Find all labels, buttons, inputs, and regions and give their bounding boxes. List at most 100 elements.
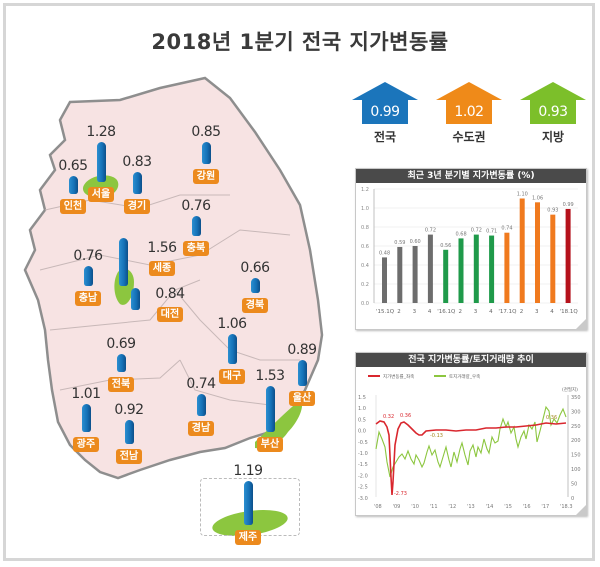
region-label: 전북 [107,377,135,392]
land-price-change-line [375,420,567,496]
bar-icon [250,278,260,293]
svg-text:4: 4 [489,309,493,315]
summary-capital-area: 1.02 수도권 [436,82,502,145]
region-gwangju[interactable]: 1.01 광주 [56,386,116,452]
bar-icon [131,288,140,310]
svg-text:-2.73: -2.73 [394,491,407,497]
svg-text:0.72: 0.72 [471,228,482,234]
svg-text:1.2: 1.2 [361,187,369,193]
svg-text:-2.0: -2.0 [358,473,368,479]
region-busan[interactable]: 1.53 부산 [240,368,300,452]
region-chungnam[interactable]: 0.76 충남 [58,248,118,306]
svg-text:150: 150 [571,453,581,459]
region-value: 0.84 [155,286,185,302]
region-gyeongbuk[interactable]: 0.66 경북 [225,260,285,313]
region-label: 세종 [148,261,176,276]
region-incheon[interactable]: 0.65 인천 [43,158,103,214]
region-gyeonggi[interactable]: 0.83 경기 [107,154,167,214]
svg-text:'11: '11 [430,504,438,510]
svg-text:0.99: 0.99 [563,202,574,208]
svg-text:-0.5: -0.5 [358,440,368,446]
svg-text:지가변동률_좌축: 지가변동률_좌축 [383,373,414,380]
bar-icon [243,481,253,525]
svg-text:1.10: 1.10 [517,192,528,198]
region-jeju[interactable]: 1.19 제주 [218,463,278,545]
svg-text:0.2: 0.2 [361,282,369,288]
bar-icon [68,176,78,194]
svg-text:'16.1Q: '16.1Q [437,309,456,315]
svg-text:1.06: 1.06 [532,195,543,201]
house-roof-icon [352,82,418,100]
page-curl [575,318,587,330]
region-value: 0.69 [106,336,136,352]
region-chungbuk[interactable]: 0.76 충북 [166,198,226,256]
svg-text:'16: '16 [523,504,531,510]
svg-text:4: 4 [550,309,554,315]
region-value: 0.76 [181,198,211,214]
svg-text:-3.0: -3.0 [358,496,368,502]
region-sejong[interactable]: 1.56 세종 [132,240,192,276]
bar-icon [132,172,142,194]
region-value: 1.53 [255,368,285,384]
chart-title: 전국 지가변동률/토지거래량 추이 [356,353,586,367]
region-seoul[interactable]: 1.28 서울 [71,124,131,202]
svg-text:-2.5: -2.5 [358,485,368,491]
region-label: 충남 [74,291,102,306]
bar-icon [297,360,307,386]
svg-text:(천필지): (천필지) [562,386,578,393]
svg-text:0.8: 0.8 [361,225,369,231]
svg-text:1.0: 1.0 [361,206,369,212]
svg-text:2: 2 [397,309,401,315]
bar [550,214,556,303]
region-label: 강원 [192,169,220,184]
region-gangwon[interactable]: 0.85 강원 [176,124,236,184]
region-label: 대구 [218,369,246,384]
svg-text:3: 3 [535,309,539,315]
summary-badges: 0.99 전국 1.02 수도권 0.93 지방 [352,82,588,148]
bar-icon [124,420,134,444]
svg-text:'08: '08 [374,504,382,510]
svg-text:'10: '10 [411,504,419,510]
svg-text:1.0: 1.0 [358,406,366,412]
region-label: 인천 [59,199,87,214]
svg-text:3: 3 [413,309,417,315]
house-roof-icon [436,82,502,100]
svg-text:350: 350 [571,395,581,401]
region-label: 제주 [234,530,262,545]
svg-text:'13: '13 [467,504,475,510]
summary-national: 0.99 전국 [352,82,418,145]
trend-line-chart: 전국 지가변동률/토지거래량 추이 지가변동률_좌축 토지거래량_우축 (천필지… [355,352,587,516]
region-value: 0.92 [114,402,144,418]
svg-text:0.72: 0.72 [425,228,436,234]
line-chart-plot: 지가변동률_좌축 토지거래량_우축 (천필지) 1.5 1.0 0.5 0.0 -0.5… [358,373,581,510]
svg-text:2: 2 [520,309,524,315]
region-value: 0.65 [58,158,88,174]
region-label: 서울 [87,187,115,202]
region-daegu[interactable]: 1.06 대구 [202,316,262,384]
bar [427,234,433,303]
svg-text:'18.1Q: '18.1Q [560,309,579,315]
region-value: 0.74 [186,376,216,392]
region-label: 경북 [241,298,269,313]
bar-icon [96,142,106,182]
bar-icon [191,216,201,236]
svg-text:0.0: 0.0 [358,429,366,435]
region-gyeongnam[interactable]: 0.74 경남 [171,376,231,436]
summary-provinces: 0.93 지방 [520,82,586,145]
bar-icon [201,142,211,164]
svg-text:2: 2 [459,309,463,315]
region-value: 0.89 [287,342,317,358]
svg-text:0.74: 0.74 [501,226,512,232]
svg-text:0.71: 0.71 [486,229,497,235]
svg-text:'15: '15 [504,504,512,510]
region-daejeon[interactable]: 0.84 대전 [140,286,200,322]
region-ulsan[interactable]: 0.89 울산 [272,342,332,406]
bar-icon [81,404,91,432]
house-roof-icon [520,82,586,100]
region-value: 1.06 [217,316,247,332]
region-jeonnam[interactable]: 0.92 전남 [99,402,159,464]
region-jeonbuk[interactable]: 0.69 전북 [91,336,151,392]
svg-text:0.32: 0.32 [383,414,394,420]
svg-text:300: 300 [571,409,581,415]
region-label: 광주 [72,437,100,452]
